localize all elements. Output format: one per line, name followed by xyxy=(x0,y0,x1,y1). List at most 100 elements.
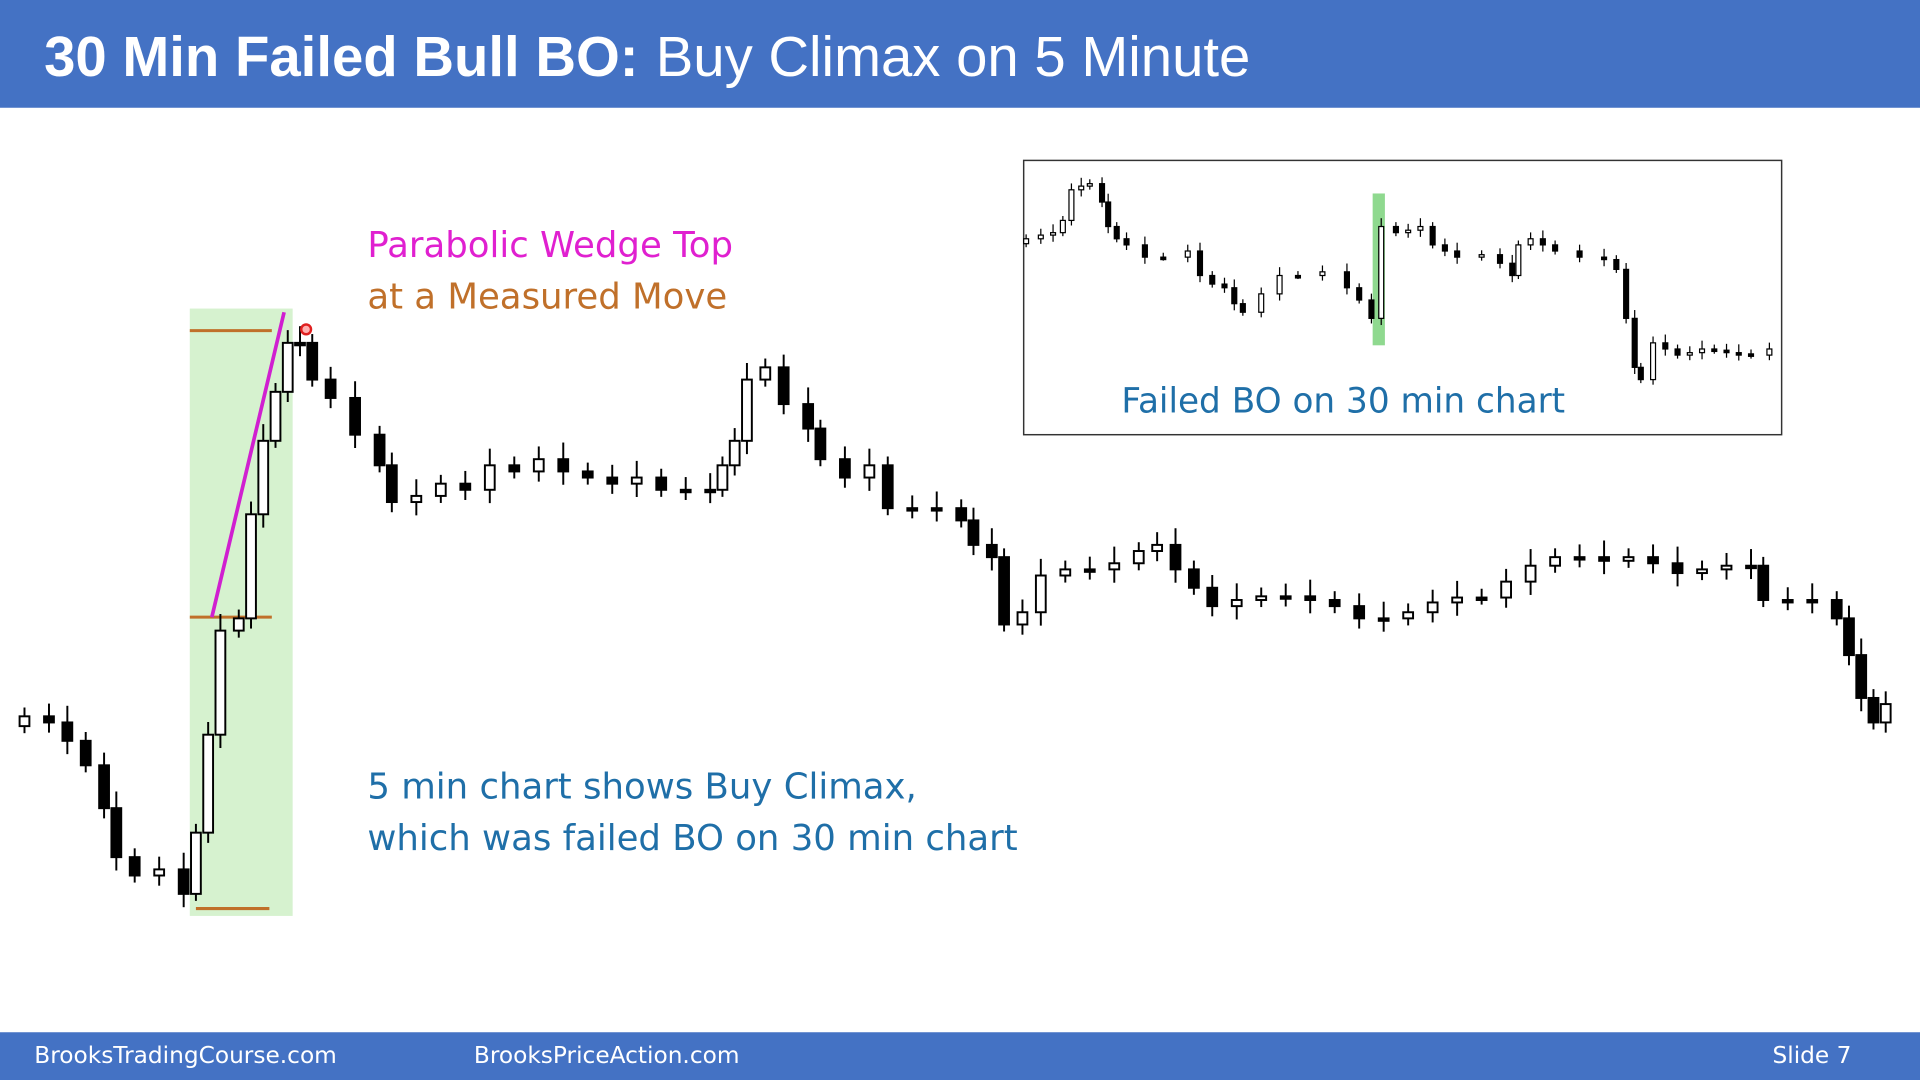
candle-body xyxy=(177,868,190,895)
candle-body xyxy=(1843,617,1855,657)
candle-body xyxy=(1304,595,1317,601)
candle-body xyxy=(306,341,319,381)
candle-body xyxy=(1023,238,1030,245)
inset-frame xyxy=(1022,159,1783,436)
candle-body xyxy=(704,488,717,494)
candle-body xyxy=(1601,256,1608,261)
candle-body xyxy=(1108,562,1121,571)
candle-body xyxy=(1151,543,1164,552)
candle-body xyxy=(1451,596,1464,604)
candle-body xyxy=(630,476,643,485)
candle-body xyxy=(1319,271,1326,277)
candle-body xyxy=(1206,586,1219,608)
candle-body xyxy=(1478,254,1485,258)
candle-body xyxy=(863,464,876,479)
candle-body xyxy=(1059,219,1066,234)
candle-body xyxy=(1188,568,1200,589)
candle-body xyxy=(906,507,919,512)
footer-band xyxy=(0,1032,1920,1080)
candle-body xyxy=(1132,550,1145,565)
candle-body xyxy=(1662,342,1669,350)
candle-body xyxy=(1441,244,1448,252)
candle-body xyxy=(1356,287,1363,301)
candle-body xyxy=(1378,225,1385,319)
note-line: which was failed BO on 30 min chart xyxy=(367,818,1017,859)
candle-body xyxy=(985,543,998,559)
candle-body xyxy=(1169,543,1182,571)
candle-body xyxy=(606,476,619,485)
candle-body xyxy=(1637,366,1644,381)
title-bold: 30 Min Failed Bull BO: xyxy=(44,25,638,88)
candle-body xyxy=(1747,353,1755,357)
candle-body xyxy=(1160,256,1167,261)
candle-body xyxy=(214,629,227,736)
candle-body xyxy=(1509,262,1516,277)
candle-body xyxy=(1806,599,1819,604)
candle-body xyxy=(1879,703,1892,724)
candle-body xyxy=(1454,250,1461,258)
candle-body xyxy=(483,464,496,491)
candle-body xyxy=(1328,599,1341,608)
candle-body xyxy=(881,464,894,510)
candle-body xyxy=(1781,599,1794,604)
candle-body xyxy=(1209,274,1216,285)
candle-body xyxy=(1735,352,1742,356)
candle-body xyxy=(1613,258,1620,270)
candle-body xyxy=(1016,611,1029,626)
candle-body xyxy=(1050,232,1057,236)
candle-body xyxy=(281,341,294,393)
candle-body xyxy=(1745,564,1757,570)
candle-body xyxy=(1515,244,1522,277)
candle-body xyxy=(1255,595,1268,601)
candle-body xyxy=(557,458,570,473)
candle-body xyxy=(1549,556,1561,567)
candle-body xyxy=(1671,562,1684,575)
candle-body xyxy=(759,366,772,381)
candle-body xyxy=(1711,348,1718,353)
candle-body xyxy=(434,482,447,497)
candle-body xyxy=(1500,580,1512,599)
candle-body xyxy=(459,482,472,491)
candle-body xyxy=(1475,596,1488,601)
candle-body xyxy=(1698,348,1706,354)
candle-body xyxy=(1078,185,1085,191)
candle-body xyxy=(1377,617,1390,622)
candle-body xyxy=(777,366,790,406)
candle-body xyxy=(741,378,753,442)
candle-body xyxy=(1830,599,1843,620)
candle-body xyxy=(581,470,594,479)
candle-body xyxy=(1723,349,1730,354)
candle-body xyxy=(1221,283,1228,289)
candle-body xyxy=(61,721,74,742)
candle-body xyxy=(232,617,245,632)
candle-body xyxy=(1757,564,1770,601)
candle-body xyxy=(1496,254,1504,264)
candle-body xyxy=(1141,244,1148,258)
candle-body xyxy=(1429,225,1436,246)
candle-body xyxy=(655,476,668,491)
title-rest: Buy Climax on 5 Minute xyxy=(656,25,1251,88)
candle-body xyxy=(1258,293,1265,313)
candle-body xyxy=(1105,201,1112,228)
candle-body xyxy=(257,439,270,516)
candle-body xyxy=(1276,274,1283,295)
candle-body xyxy=(814,427,827,461)
inset-chart xyxy=(1023,177,1773,385)
candle-body xyxy=(967,519,980,546)
candle-body xyxy=(1417,225,1424,231)
candle-body xyxy=(930,507,943,512)
candle-body xyxy=(532,458,545,473)
candle-body xyxy=(679,488,692,494)
top-marker xyxy=(300,323,313,336)
candle-body xyxy=(1539,238,1546,246)
candle-body xyxy=(190,831,202,895)
inset-label: Failed BO on 30 min chart xyxy=(1121,382,1565,422)
candle-body xyxy=(1034,574,1047,614)
candle-body xyxy=(202,733,215,834)
candle-body xyxy=(324,378,337,399)
candle-body xyxy=(508,464,521,473)
candle-body xyxy=(1239,303,1246,313)
candle-body xyxy=(716,464,729,491)
